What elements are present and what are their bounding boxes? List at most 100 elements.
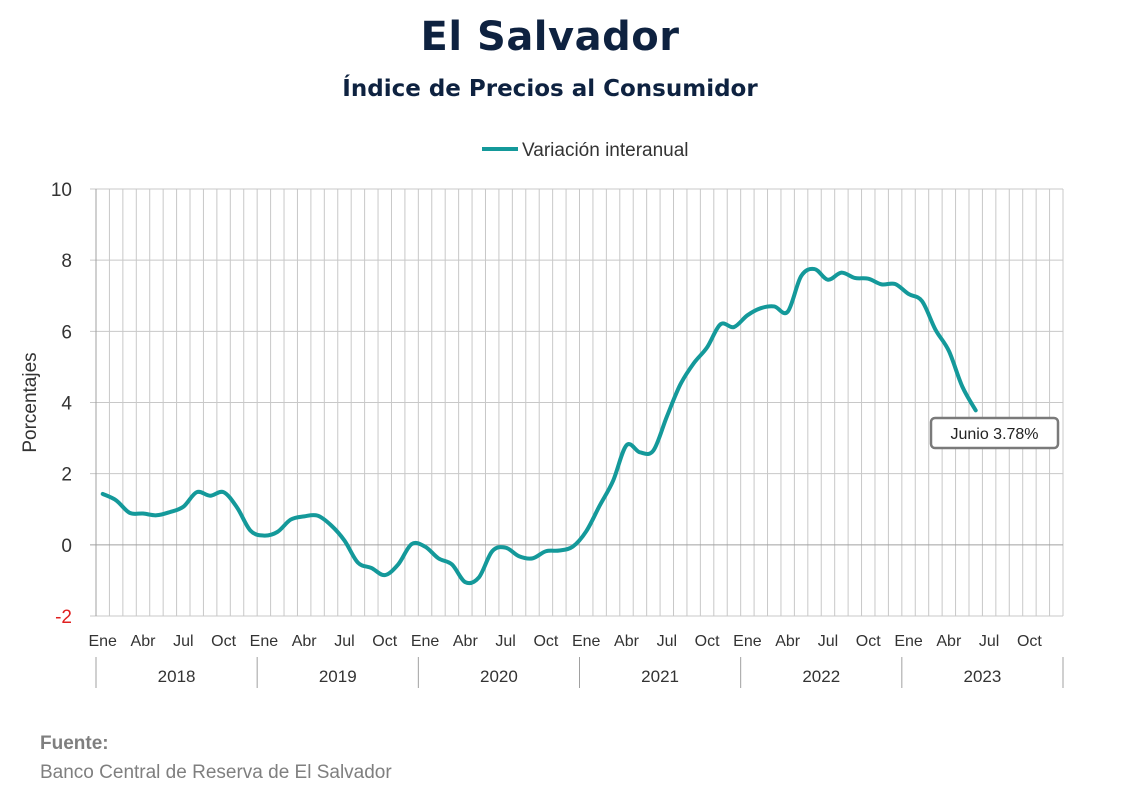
x-month-tick-label: Ene — [733, 633, 762, 650]
x-year-label: 2018 — [158, 667, 196, 686]
data-point — [665, 415, 669, 419]
x-month-tick-label: Abr — [936, 633, 962, 650]
data-point — [383, 573, 387, 577]
data-point — [235, 505, 239, 509]
x-month-tick-label: Jul — [173, 633, 193, 650]
data-point — [960, 384, 964, 388]
data-point — [248, 529, 252, 533]
x-month-tick-label: Ene — [250, 633, 279, 650]
x-month-tick-label: Jul — [657, 633, 677, 650]
y-tick-label: 8 — [61, 251, 72, 272]
y-tick-label: 2 — [61, 465, 72, 486]
x-month-tick-label: Jul — [495, 633, 515, 650]
data-point — [571, 545, 575, 549]
data-point — [799, 274, 803, 278]
y-tick-label: 0 — [61, 536, 72, 557]
series-line-variacion-interanual — [100, 266, 978, 586]
data-point — [732, 325, 736, 329]
data-point — [719, 322, 723, 326]
data-point — [584, 529, 588, 533]
x-year-label: 2019 — [319, 667, 357, 686]
annotation-box — [929, 416, 1060, 450]
x-month-tick-label: Ene — [411, 633, 440, 650]
y-tick-label: -2 — [55, 607, 72, 628]
x-month-tick-label: Oct — [372, 633, 397, 650]
data-point — [463, 580, 467, 584]
data-point — [772, 304, 776, 308]
data-point — [920, 299, 924, 303]
data-point — [342, 539, 346, 543]
data-point — [839, 271, 843, 275]
data-point — [786, 310, 790, 314]
data-point — [692, 361, 696, 365]
x-month-tick-label: Abr — [614, 633, 640, 650]
data-point — [490, 549, 494, 553]
data-point — [638, 450, 642, 454]
data-point — [625, 443, 629, 447]
y-tick-label: 10 — [51, 180, 72, 201]
chart-title: El Salvador — [420, 14, 680, 60]
data-point — [114, 498, 118, 502]
data-point — [759, 306, 763, 310]
data-point — [369, 566, 373, 570]
data-point — [705, 345, 709, 349]
data-point — [154, 513, 158, 517]
data-point — [678, 383, 682, 387]
annotation-label: Junio 3.78% — [950, 426, 1038, 443]
x-month-tick-label: Ene — [88, 633, 117, 650]
x-month-tick-label: Abr — [131, 633, 157, 650]
data-point — [813, 267, 817, 271]
data-point — [907, 292, 911, 296]
data-point — [598, 504, 602, 508]
source-label: Fuente: — [40, 733, 109, 754]
y-tick-label: 4 — [61, 394, 72, 415]
data-point — [826, 278, 830, 282]
chart-subtitle: Índice de Precios al Consumidor — [342, 76, 758, 102]
data-point — [128, 511, 132, 515]
data-point — [356, 561, 360, 565]
data-point — [974, 408, 978, 412]
data-point — [396, 562, 400, 566]
data-point — [195, 490, 199, 494]
data-point — [477, 576, 481, 580]
data-point — [947, 349, 951, 353]
data-point — [530, 556, 534, 560]
x-month-tick-label: Abr — [453, 633, 479, 650]
x-year-label: 2021 — [641, 667, 679, 686]
data-point — [544, 549, 548, 553]
x-month-tick-label: Oct — [533, 633, 558, 650]
x-month-tick-label: Oct — [1017, 633, 1042, 650]
x-month-tick-label: Abr — [292, 633, 318, 650]
data-point — [168, 510, 172, 514]
x-month-tick-label: Ene — [572, 633, 601, 650]
data-point — [101, 492, 105, 496]
data-point — [316, 514, 320, 518]
data-point — [557, 549, 561, 553]
data-point — [222, 490, 226, 494]
data-point — [450, 562, 454, 566]
legend-label: Variación interanual — [522, 140, 689, 161]
data-point — [933, 328, 937, 332]
data-point — [853, 276, 857, 280]
data-point — [302, 514, 306, 518]
data-point — [651, 449, 655, 453]
data-point — [866, 277, 870, 281]
x-month-tick-label: Jul — [979, 633, 999, 650]
data-point — [275, 530, 279, 534]
data-point — [289, 518, 293, 522]
data-point — [208, 494, 212, 498]
data-point — [262, 534, 266, 538]
x-month-tick-label: Abr — [775, 633, 801, 650]
x-month-tick-label: Ene — [894, 633, 923, 650]
x-month-tick-label: Oct — [856, 633, 881, 650]
x-month-tick-label: Jul — [818, 633, 838, 650]
x-year-label: 2022 — [802, 667, 840, 686]
x-year-label: 2023 — [964, 667, 1002, 686]
data-point — [436, 556, 440, 560]
y-tick-label: 6 — [61, 322, 72, 343]
data-point — [504, 546, 508, 550]
data-point — [745, 313, 749, 317]
data-point — [181, 505, 185, 509]
data-point — [893, 282, 897, 286]
